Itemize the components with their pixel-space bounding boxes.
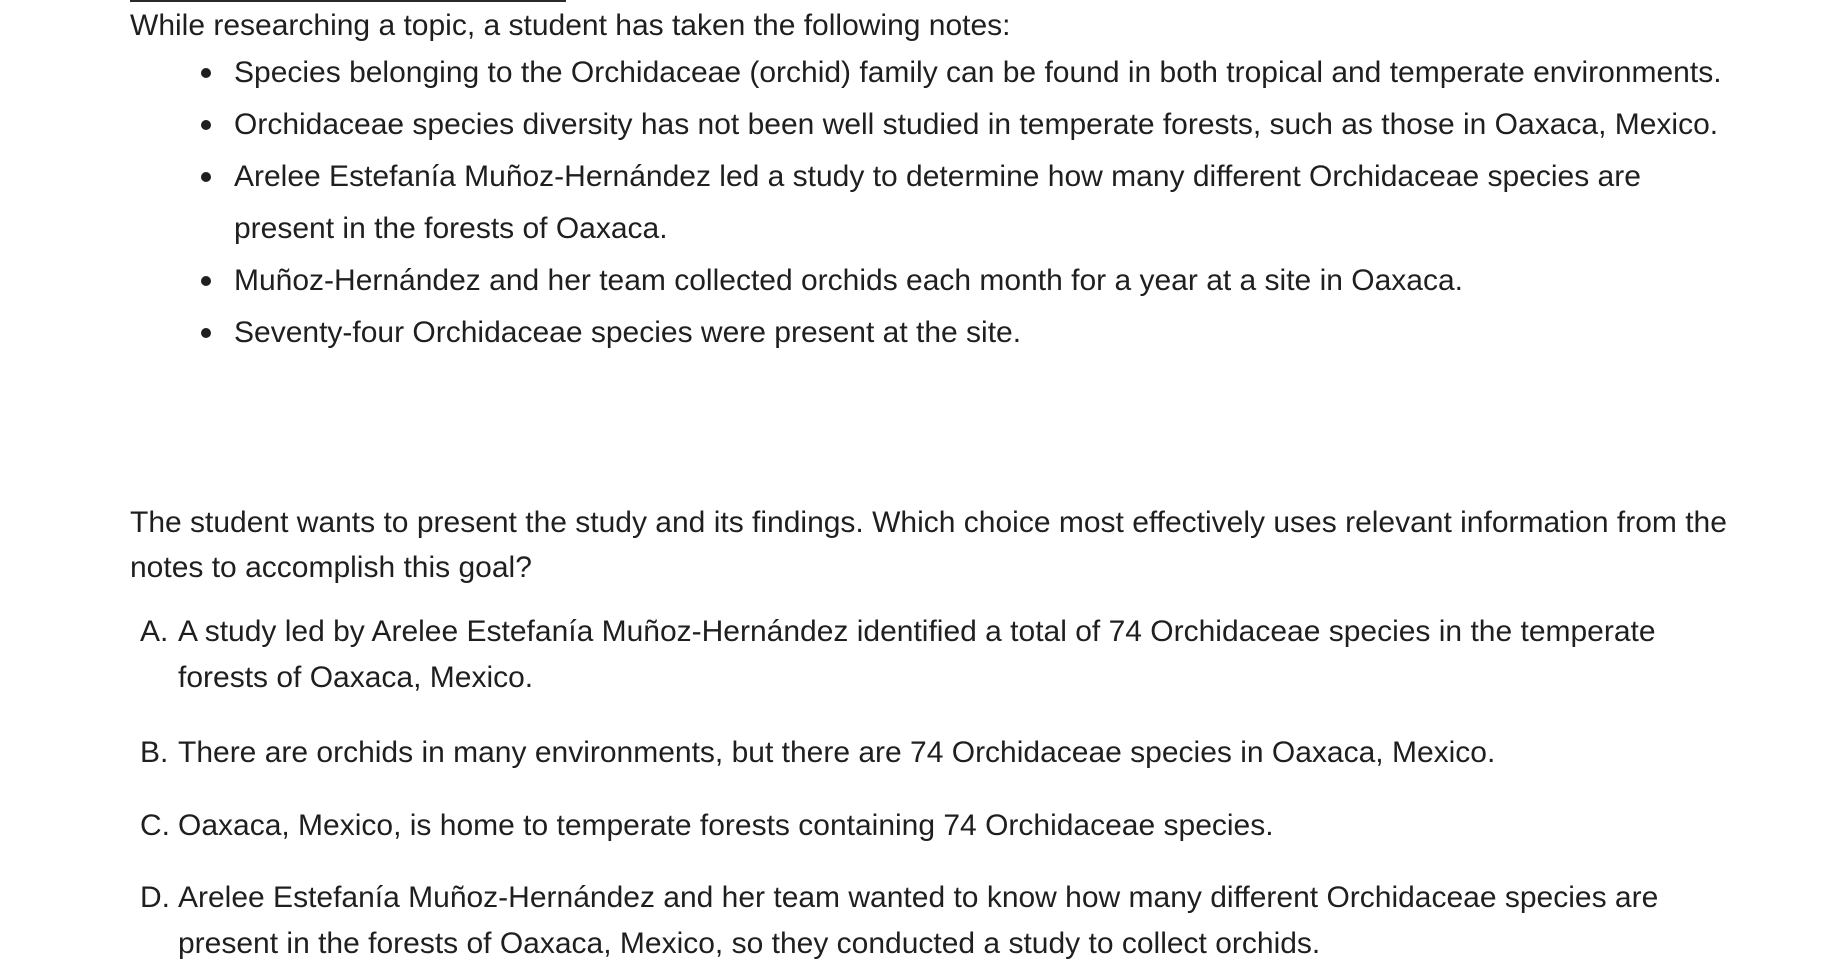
choice-letter: B. — [140, 736, 169, 769]
choice-text: There are orchids in many environments, … — [178, 736, 1496, 769]
choice-letter: D. — [140, 881, 170, 914]
choice-text: A study led by Arelee Estefanía Muñoz-He… — [178, 615, 1656, 694]
notes-intro: While researching a topic, a student has… — [130, 9, 1011, 42]
choice-letter: A. — [140, 615, 169, 648]
note-item: Arelee Estefanía Muñoz-Hernández led a s… — [0, 151, 1734, 255]
choice-text: Arelee Estefanía Muñoz-Hernández and her… — [178, 881, 1659, 960]
note-text: Seventy-four Orchidaceae species were pr… — [234, 316, 1022, 349]
bullet-icon — [201, 328, 211, 338]
note-text: Arelee Estefanía Muñoz-Hernández led a s… — [234, 160, 1641, 245]
notes-list: Species belonging to the Orchidaceae (or… — [0, 47, 1734, 359]
note-item: Species belonging to the Orchidaceae (or… — [0, 47, 1734, 99]
note-item: Orchidaceae species diversity has not be… — [0, 99, 1734, 151]
note-item: Muñoz-Hernández and her team collected o… — [0, 255, 1734, 307]
bullet-icon — [201, 68, 211, 78]
question-prompt: The student wants to present the study a… — [130, 506, 1727, 584]
note-text: Orchidaceae species diversity has not be… — [234, 108, 1719, 141]
bullet-icon — [201, 276, 211, 286]
note-text: Muñoz-Hernández and her team collected o… — [234, 264, 1463, 297]
bullet-icon — [201, 120, 211, 130]
note-item: Seventy-four Orchidaceae species were pr… — [0, 307, 1734, 359]
bullet-icon — [201, 172, 211, 182]
choice-letter: C. — [140, 809, 170, 842]
top-divider — [130, 0, 566, 2]
note-text: Species belonging to the Orchidaceae (or… — [234, 56, 1722, 89]
choice-text: Oaxaca, Mexico, is home to temperate for… — [178, 809, 1274, 842]
